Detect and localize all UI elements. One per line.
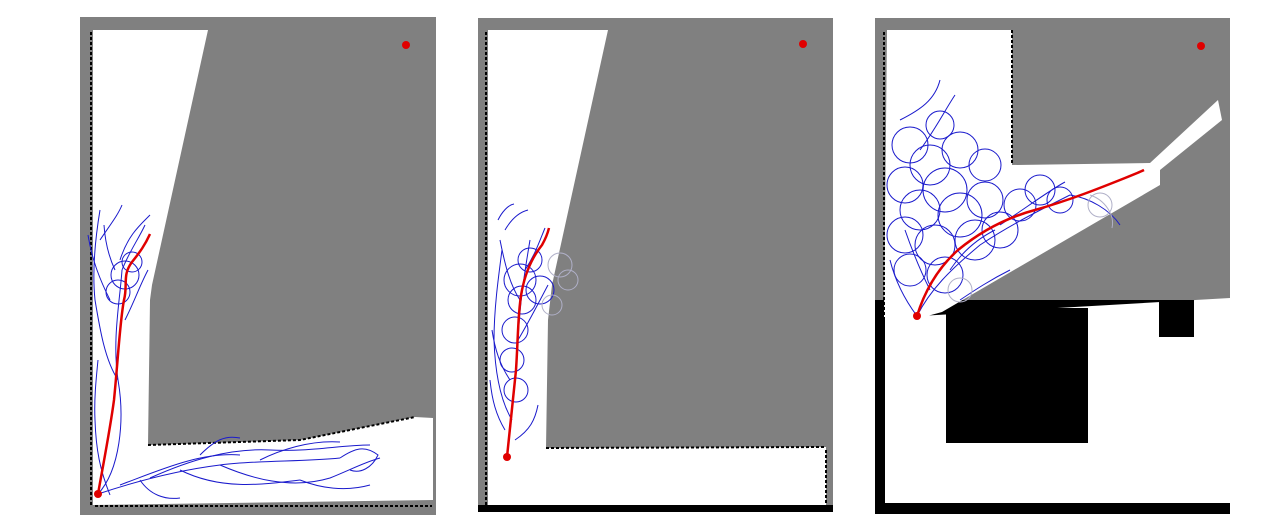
panel-2-faded-branches [541, 252, 579, 316]
panel-3-exploration-tree [886, 79, 1121, 317]
panel-1-exploration-tree [87, 204, 381, 499]
panel-3-start-marker [913, 312, 921, 320]
panel-2-goal-marker [799, 40, 807, 48]
panel-1-start-marker [94, 490, 102, 498]
panel-1 [80, 17, 436, 515]
panel-3-obstacle-large [946, 308, 1088, 443]
panel-2-free-space [488, 30, 826, 505]
panel-3-upper-free-space [884, 30, 1222, 318]
panel-3-goal-marker [1197, 42, 1205, 50]
panel-2-solution-path [505, 227, 551, 458]
panel-1-solution-path [96, 233, 152, 495]
panel-1-scan-edge [90, 32, 432, 507]
panel-3-faded-branches [947, 192, 1114, 303]
panel-3-scan-edge [883, 30, 1013, 318]
panel-3-obstacle-small [1159, 300, 1194, 337]
panel-2-scan-edge [485, 32, 827, 505]
panel-2 [478, 18, 833, 512]
panel-3-solution-path [915, 168, 1145, 317]
panel-2-obstacle-bottom [478, 505, 833, 512]
panel-2-start-marker [503, 453, 511, 461]
panel-3 [875, 18, 1230, 514]
panel-1-free-space [93, 30, 433, 505]
panel-1-goal-marker [402, 41, 410, 49]
